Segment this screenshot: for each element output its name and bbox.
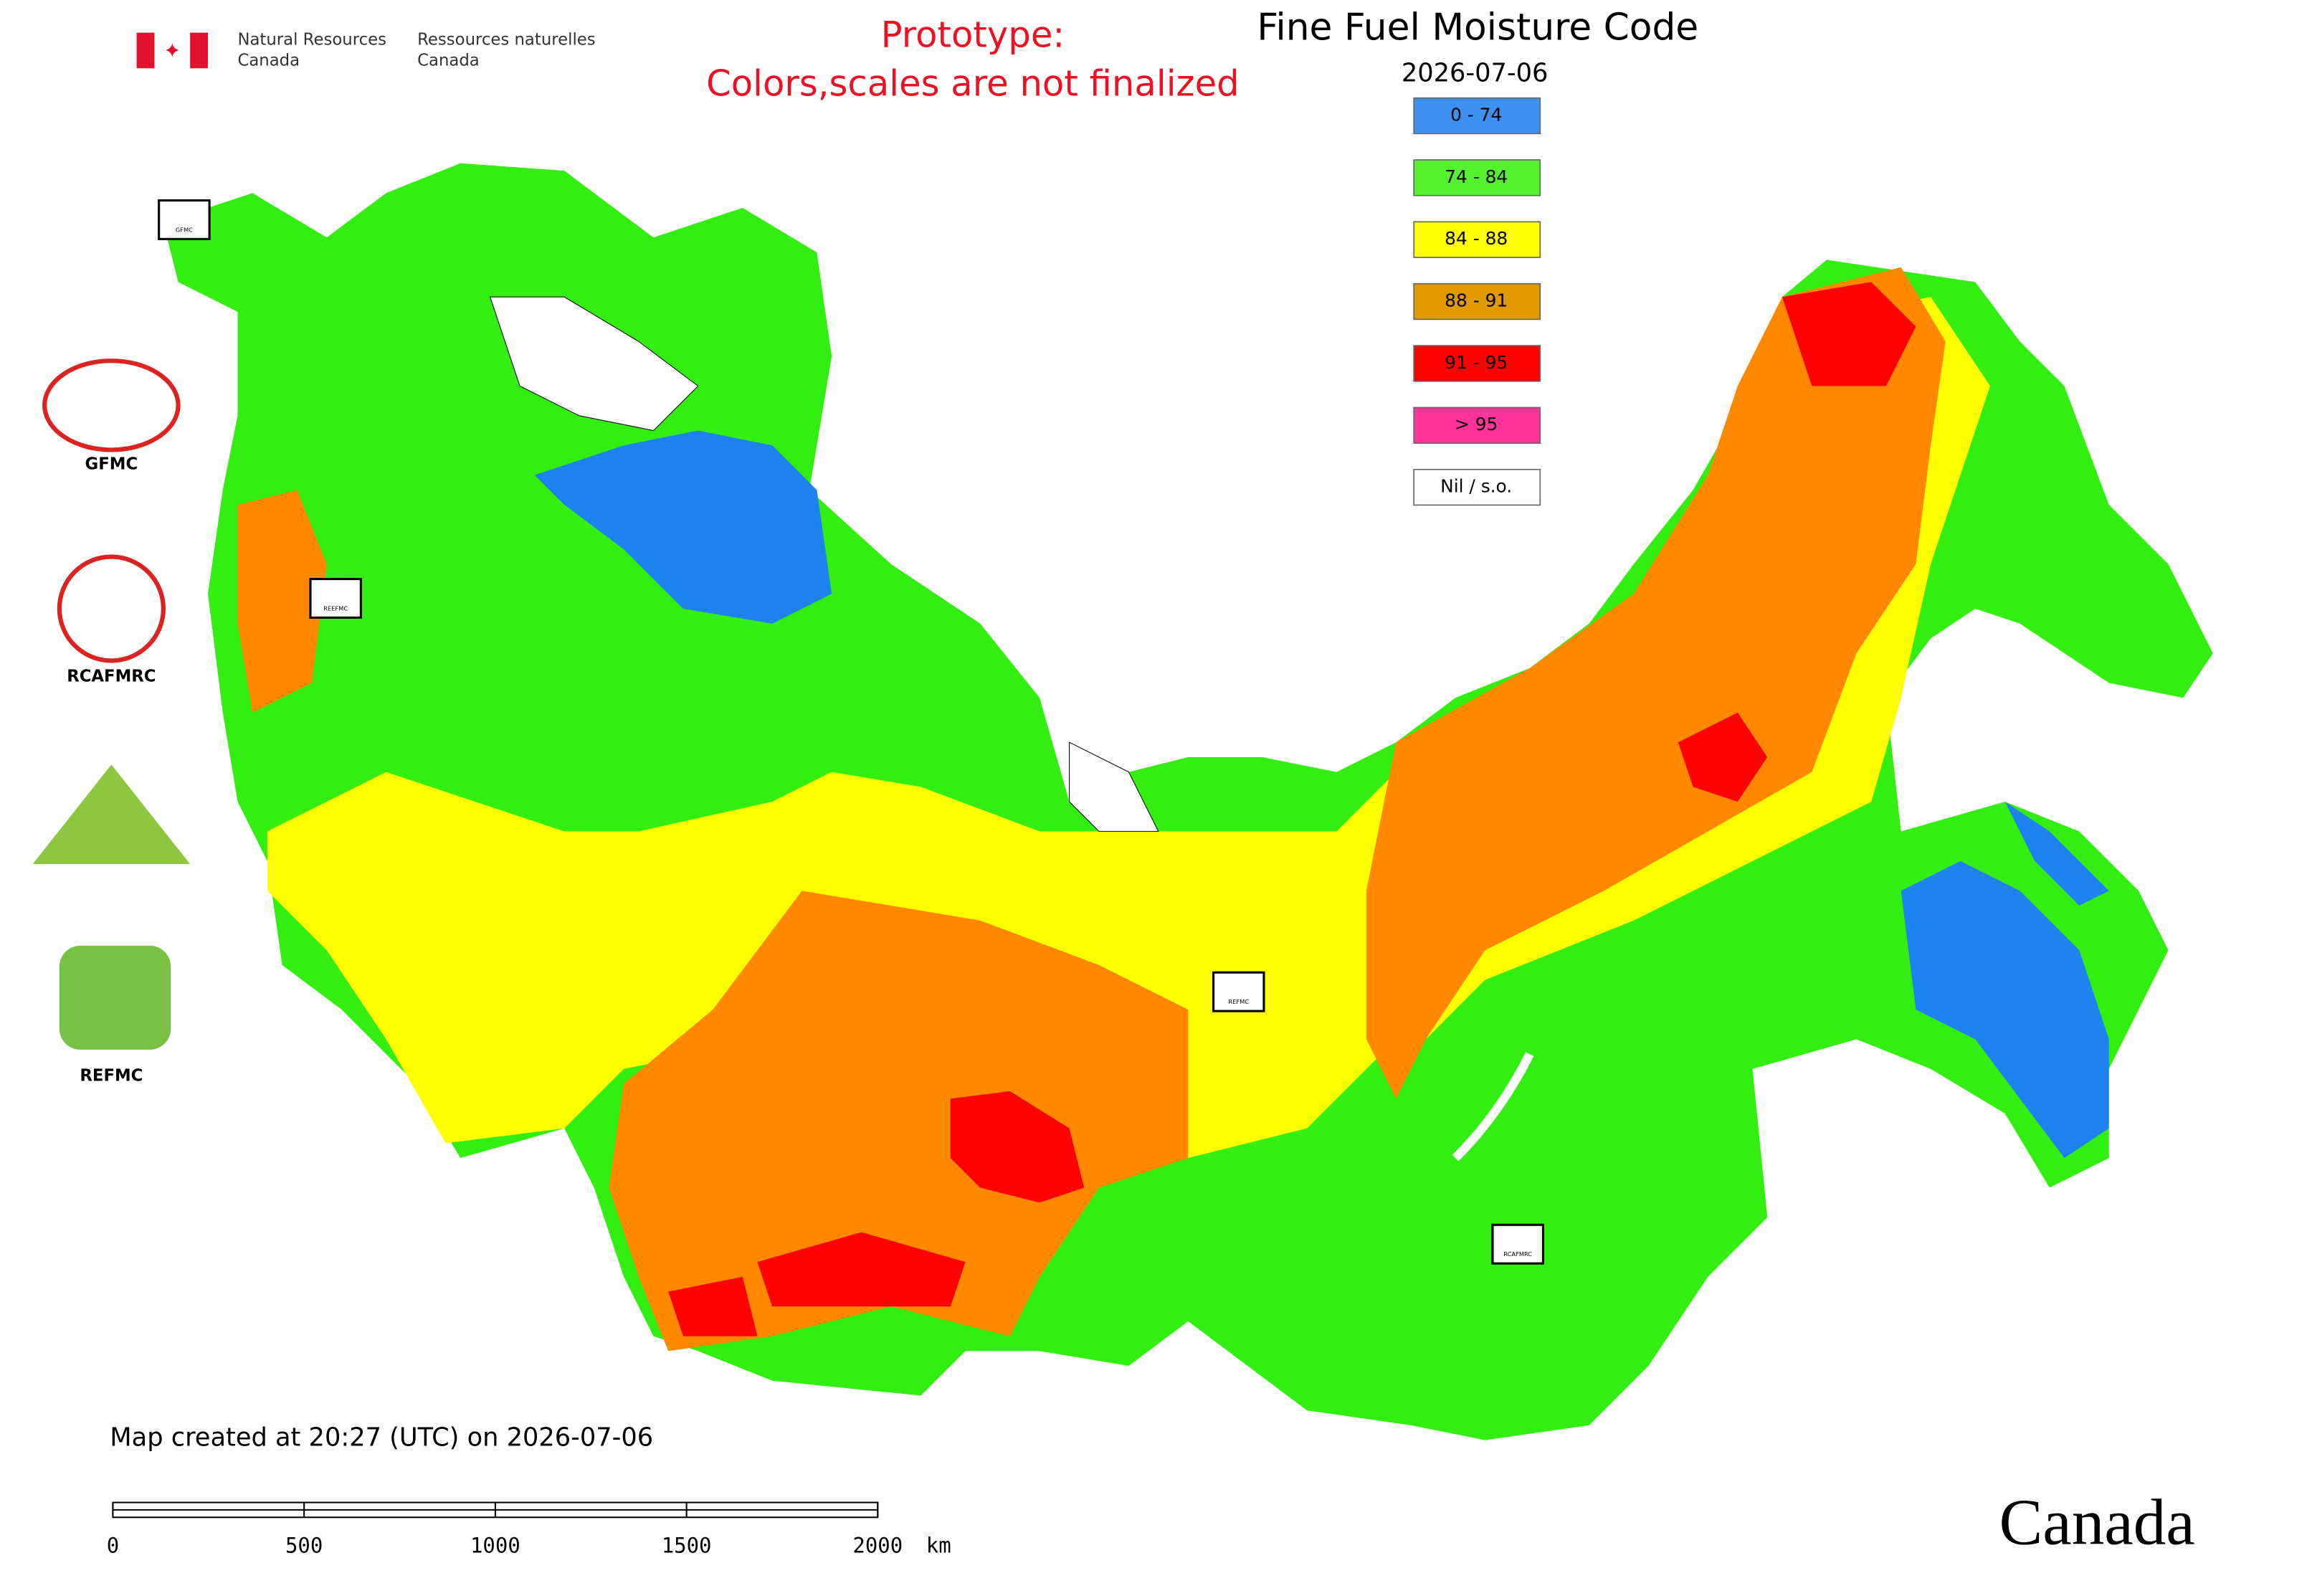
stations: GFMC REEFMC REFMC RCAFMRC (158, 199, 1544, 1265)
legend-swatch (1413, 221, 1541, 258)
notice: Colors,scales are not finalized (706, 63, 1240, 105)
scale-unit: km (926, 1534, 951, 1558)
logo-label: REFMC (80, 1067, 143, 1086)
legend-label: 84 - 88 (1445, 228, 1508, 249)
logo (59, 946, 171, 1050)
region-red (1782, 282, 1916, 386)
station-label: GFMC (176, 226, 193, 233)
created-note: Map created at 20:27 (UTC) on 2026-07-06 (110, 1423, 653, 1453)
legend-label: Nil / s.o. (1440, 476, 1512, 497)
legend-swatch (1413, 97, 1541, 135)
legend-label: 91 - 95 (1445, 352, 1508, 373)
region-red (668, 1276, 758, 1336)
scale-label: 0 (107, 1534, 119, 1558)
legend-swatch (1413, 282, 1541, 320)
region-orange (609, 890, 1189, 1352)
legend-label: 88 - 91 (1445, 290, 1508, 311)
logos: GFMC RCAFMRC REFMC (32, 358, 191, 1086)
legend-swatch (1413, 407, 1541, 444)
station-marker (1212, 971, 1265, 1012)
water (489, 296, 699, 432)
legend-swatch (1413, 345, 1541, 382)
flag (136, 32, 155, 69)
scale-bar: 0 500 1000 1500 2000 km (107, 1501, 951, 1558)
region-red (1678, 712, 1768, 802)
logo-label: RCAFMRC (67, 668, 156, 686)
scale-label: 2000 (852, 1534, 903, 1558)
station-label: REFMC (1228, 998, 1249, 1005)
legend-label: > 95 (1455, 414, 1498, 434)
logo (57, 554, 166, 663)
legend-label: 74 - 84 (1445, 166, 1508, 187)
agency: Canada (237, 51, 300, 70)
agency: Ressources naturelles (417, 30, 596, 49)
scale-label: 1000 (470, 1534, 520, 1558)
region-blue (2004, 802, 2109, 906)
station-marker (309, 578, 362, 619)
logo (32, 764, 191, 865)
region-blue (1901, 861, 2109, 1159)
region-blue (534, 430, 832, 624)
date: 2026-07-06 (1402, 59, 1549, 88)
scale-label: 1500 (662, 1534, 712, 1558)
notice: Prototype: (881, 14, 1065, 55)
station-label: RCAFMRC (1503, 1250, 1532, 1258)
station-marker (1491, 1223, 1544, 1265)
station-label: REEFMC (323, 604, 348, 612)
lake (1452, 1052, 1534, 1162)
wordmark: Canada (1999, 1486, 2194, 1559)
logo (42, 358, 181, 452)
station-marker (158, 199, 211, 240)
logo-label: GFMC (85, 455, 138, 474)
water (1069, 741, 1159, 832)
header: ✦ Natural Resources Canada Ressources na… (136, 6, 1698, 105)
legend: 0 - 74 74 - 84 84 - 88 88 - 91 91 - 95 > 95 Ni… (1413, 97, 1541, 506)
agency: Canada (417, 51, 480, 70)
map (163, 163, 2213, 1440)
agency: Natural Resources (237, 30, 386, 49)
region-orange (1366, 267, 1946, 1099)
region-red (950, 1091, 1085, 1203)
region-red (757, 1232, 966, 1307)
legend-swatch (1413, 159, 1541, 196)
legend-label: 0 - 74 (1450, 105, 1502, 125)
legend-swatch (1413, 468, 1541, 506)
flag (190, 32, 209, 69)
region-orange (237, 490, 327, 713)
flag-leaf: ✦ (163, 38, 181, 62)
title: Fine Fuel Moisture Code (1257, 6, 1698, 49)
scale-label: 500 (285, 1534, 323, 1558)
